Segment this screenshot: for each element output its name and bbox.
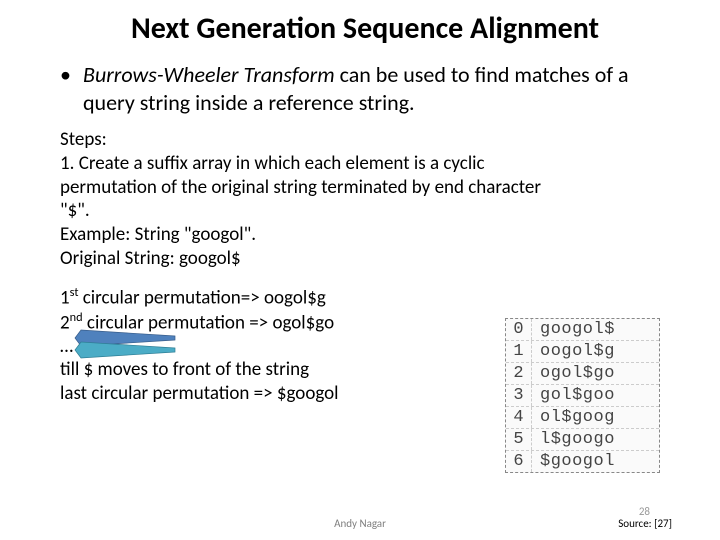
steps-heading: Steps:	[60, 128, 560, 152]
table-row: 3gol$goo	[506, 385, 659, 407]
steps-original: Original String: googol$	[60, 247, 560, 271]
suffix-table: 0googol$ 1oogol$g 2ogol$go 3gol$goo 4ol$…	[505, 318, 660, 473]
steps-example: Example: String "googol".	[60, 223, 560, 247]
steps-block: Steps: 1. Create a suffix array in which…	[60, 128, 560, 271]
table-row: 6$googol	[506, 451, 659, 472]
table-row: 1oogol$g	[506, 341, 659, 363]
bullet-dot: •	[60, 61, 78, 89]
perm-last: last circular permutation => $googol	[60, 382, 480, 406]
slide-title: Next Generation Sequence Alignment	[60, 10, 670, 47]
table-row: 2ogol$go	[506, 363, 659, 385]
arrow-bottom	[75, 342, 175, 358]
table-row: 5l$googo	[506, 429, 659, 451]
footer-author: Andy Nagar	[0, 517, 720, 530]
perm-1: 1st circular permutation=> oogol$g	[60, 285, 480, 310]
footer-source: Source: [27]	[618, 517, 672, 530]
table-row: 4ol$goog	[506, 407, 659, 429]
main-bullet: • Burrows-Wheeler Transform can be used …	[60, 61, 670, 116]
table-row: 0googol$	[506, 319, 659, 341]
bwt-term: Burrows-Wheeler Transform	[83, 61, 335, 88]
bullet-text: Burrows-Wheeler Transform can be used to…	[83, 61, 643, 116]
steps-line1: 1. Create a suffix array in which each e…	[60, 152, 560, 223]
perm-till: till $ moves to front of the string	[60, 358, 480, 382]
arrow-diagram	[75, 330, 175, 360]
